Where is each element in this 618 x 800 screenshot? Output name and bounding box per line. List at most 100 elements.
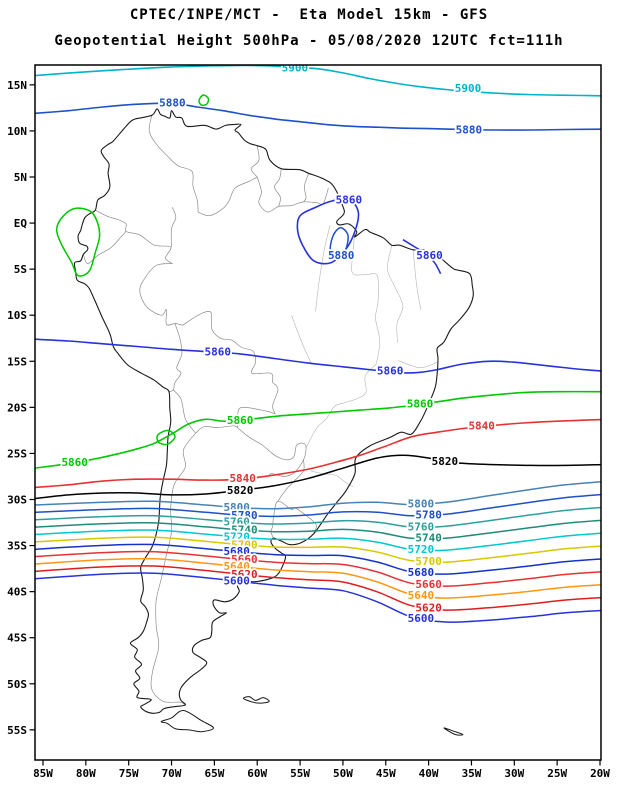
contour-label: 5620 bbox=[415, 601, 442, 614]
contour-label: 5760 bbox=[408, 520, 435, 533]
contour-5780 bbox=[35, 493, 601, 518]
country-border bbox=[197, 176, 258, 217]
country-border bbox=[139, 263, 183, 326]
contour-label: 5620 bbox=[231, 568, 258, 581]
contour-label: 5780 bbox=[415, 509, 442, 522]
contour-label: 5600 bbox=[408, 612, 435, 625]
contour-label: 5740 bbox=[231, 524, 258, 537]
country-border bbox=[82, 231, 127, 264]
country-border bbox=[170, 207, 177, 248]
lat-tick-label: 35S bbox=[7, 540, 27, 553]
contour-5860-green-loop bbox=[156, 429, 176, 446]
island-outline bbox=[242, 696, 270, 704]
contour-5800 bbox=[35, 480, 601, 510]
contour-label: 5820 bbox=[227, 484, 254, 497]
contour-label: 5880 bbox=[159, 96, 186, 109]
state-border bbox=[315, 224, 331, 312]
contour-label: 5900 bbox=[455, 82, 482, 95]
lon-tick-label: 65W bbox=[204, 767, 224, 780]
island-outline bbox=[160, 709, 215, 733]
country-border bbox=[173, 389, 196, 434]
chart-subtitle: Geopotential Height 500hPa - 05/08/2020 … bbox=[54, 33, 564, 49]
contour-5640 bbox=[35, 557, 601, 599]
contour-label: 5700 bbox=[231, 538, 258, 551]
lon-tick-label: 80W bbox=[76, 767, 96, 780]
country-border bbox=[195, 425, 238, 434]
contour-label: 5860 bbox=[227, 414, 254, 427]
state-border bbox=[351, 231, 381, 365]
contour-label: 5840 bbox=[468, 420, 495, 433]
lon-tick-label: 35W bbox=[462, 767, 482, 780]
country-border bbox=[237, 427, 307, 477]
map-border bbox=[34, 64, 602, 761]
state-border bbox=[291, 315, 313, 366]
contour-label: 5880 bbox=[456, 124, 483, 137]
coastline bbox=[73, 108, 474, 714]
lon-tick-label: 25W bbox=[547, 767, 567, 780]
contour-5600 bbox=[35, 572, 601, 623]
contour-5860-green bbox=[35, 390, 601, 469]
contour-layer bbox=[35, 65, 601, 623]
contour-label: 5860 bbox=[336, 194, 363, 207]
contour-label: 5720 bbox=[223, 531, 250, 544]
lon-tick-label: 75W bbox=[119, 767, 139, 780]
contour-label-layer: 5900 5900 5880 5880 5860 5860 5860 5880 5860 5860… bbox=[60, 61, 497, 627]
contour-label: 5860 bbox=[205, 346, 232, 359]
lat-tick-label: 5S bbox=[14, 263, 27, 276]
lat-tick-label: 20S bbox=[7, 401, 27, 414]
island-outline bbox=[443, 727, 464, 736]
lon-tick-label: 40W bbox=[419, 767, 439, 780]
contour-5860-ne-arc bbox=[402, 239, 442, 275]
contour-label: 5680 bbox=[408, 566, 435, 579]
lat-tick-label: 10N bbox=[7, 125, 27, 138]
contour-label: 5700 bbox=[415, 555, 442, 568]
lat-tick-label: 55S bbox=[7, 724, 27, 737]
contour-5820-black bbox=[35, 454, 601, 500]
contour-label: 5860 bbox=[407, 398, 434, 411]
contour-5880-north bbox=[35, 102, 601, 131]
contour-5660 bbox=[35, 550, 601, 587]
contour-5760 bbox=[35, 506, 601, 529]
contour-5860-amazon-ring bbox=[296, 197, 360, 265]
contour-label: 5640 bbox=[223, 560, 250, 573]
chart-title: CPTEC/INPE/MCT - Eta Model 15km - GFS bbox=[129, 7, 489, 23]
contour-green-cell-andes bbox=[55, 207, 101, 277]
lat-tick-label: EQ bbox=[14, 217, 28, 230]
contour-label: 5660 bbox=[415, 578, 442, 591]
contour-green-cell-north bbox=[198, 94, 210, 107]
contour-5880-amazon-inner bbox=[329, 226, 349, 256]
contour-5740 bbox=[35, 519, 601, 540]
lat-tick-label: 5N bbox=[14, 171, 27, 184]
lon-tick-label: 20W bbox=[590, 767, 610, 780]
lat-tick-label: 45S bbox=[7, 632, 27, 645]
country-border bbox=[150, 432, 196, 706]
lon-tick-label: 85W bbox=[33, 767, 53, 780]
country-border bbox=[182, 311, 279, 414]
lat-tick-label: 50S bbox=[7, 678, 27, 691]
lat-tick-label: 15N bbox=[7, 79, 27, 92]
contour-5900-north bbox=[35, 65, 601, 97]
lat-tick-label: 25S bbox=[7, 447, 27, 460]
contour-label: 5860 bbox=[61, 456, 88, 469]
country-border bbox=[274, 168, 282, 207]
lat-tick-label: 15S bbox=[7, 355, 27, 368]
lon-tick-label: 45W bbox=[376, 767, 396, 780]
contour-label: 5840 bbox=[229, 472, 256, 485]
contour-5860-mid bbox=[35, 338, 601, 374]
contour-label: 5800 bbox=[223, 501, 250, 514]
lat-tick-label: 30S bbox=[7, 494, 27, 507]
contour-label: 5900 bbox=[282, 61, 309, 74]
contour-label: 5640 bbox=[408, 589, 435, 602]
contour-label: 5820 bbox=[432, 455, 459, 468]
contour-5720 bbox=[35, 529, 601, 552]
contour-5620 bbox=[35, 565, 601, 611]
country-border bbox=[303, 173, 309, 203]
contour-label: 5600 bbox=[223, 575, 250, 588]
country-border bbox=[168, 323, 183, 393]
lon-tick-label: 60W bbox=[247, 767, 267, 780]
geography-layer bbox=[73, 108, 474, 736]
lon-tick-label: 70W bbox=[162, 767, 182, 780]
contour-5680 bbox=[35, 543, 601, 575]
lon-tick-label: 30W bbox=[504, 767, 524, 780]
contour-label: 5740 bbox=[415, 532, 442, 545]
